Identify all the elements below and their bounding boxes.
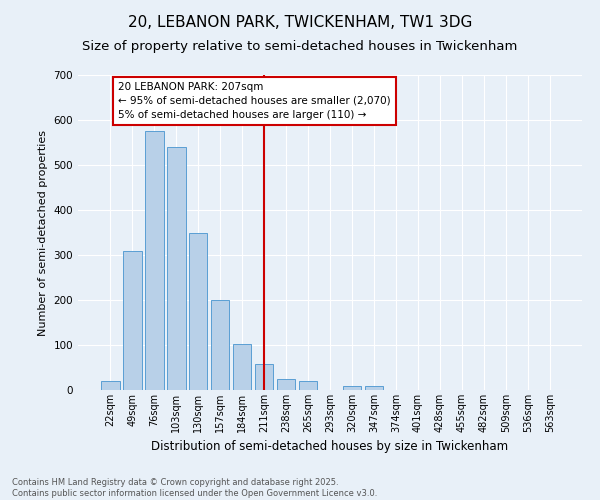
Bar (145, 131, 164, 390)
Text: 20, LEBANON PARK, TWICKENHAM, TW1 3DG: 20, LEBANON PARK, TWICKENHAM, TW1 3DG (128, 15, 472, 30)
Bar (189, 232, 208, 390)
Bar (365, 386, 383, 390)
Bar (277, 379, 295, 390)
X-axis label: Distribution of semi-detached houses by size in Twickenham: Distribution of semi-detached houses by … (151, 440, 509, 454)
Bar (255, 364, 274, 390)
Bar (343, 386, 361, 390)
Bar (123, 250, 142, 390)
Bar (233, 344, 251, 390)
Text: Contains HM Land Registry data © Crown copyright and database right 2025.
Contai: Contains HM Land Registry data © Crown c… (12, 478, 377, 498)
Text: Size of property relative to semi-detached houses in Twickenham: Size of property relative to semi-detach… (82, 40, 518, 53)
Y-axis label: Number of semi-detached properties: Number of semi-detached properties (38, 130, 48, 336)
Bar (167, 147, 185, 390)
Bar (211, 300, 229, 390)
Bar (299, 381, 317, 390)
Bar (101, 381, 119, 390)
Text: 20 LEBANON PARK: 207sqm
← 95% of semi-detached houses are smaller (2,070)
5% of : 20 LEBANON PARK: 207sqm ← 95% of semi-de… (118, 82, 391, 120)
